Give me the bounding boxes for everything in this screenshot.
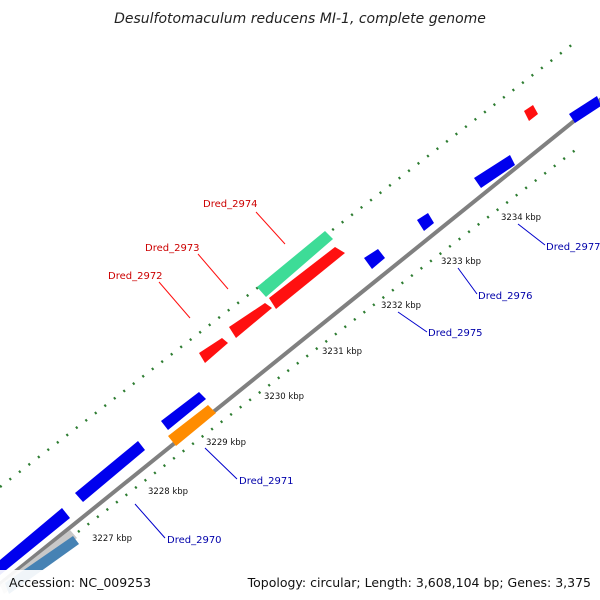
gene-red-right-feature[interactable] (524, 105, 538, 121)
gene-label-dred-2975[interactable]: Dred_2975 (428, 328, 483, 339)
gene-label-dred-2974[interactable]: Dred_2974 (203, 199, 258, 210)
leader-dred-2975 (397, 311, 428, 333)
kbp-label: 3228 kbp (148, 487, 188, 497)
gene-label-dred-2970[interactable]: Dred_2970 (167, 535, 222, 546)
highlight-teal-feature[interactable] (257, 231, 333, 297)
kbp-label: 3233 kbp (441, 257, 481, 267)
gene-dred-2973-feature[interactable] (229, 303, 272, 338)
gene-label-dred-2972[interactable]: Dred_2972 (108, 271, 163, 282)
genome-backbone (0, 97, 600, 587)
gene-dred-2975-feature[interactable] (364, 249, 385, 269)
kbp-label: 3227 kbp (92, 534, 132, 544)
outer-tick-track (0, 39, 579, 488)
leader-dred-2970 (134, 503, 166, 539)
gene-dred-2972-feature[interactable] (199, 338, 228, 363)
kbp-label: 3232 kbp (381, 301, 421, 311)
gene-label-dred-2971[interactable]: Dred_2971 (239, 476, 294, 487)
kbp-label: 3230 kbp (264, 392, 304, 402)
leader-dred-2976 (457, 267, 478, 295)
gene-label-dred-2973[interactable]: Dred_2973 (145, 243, 200, 254)
highlight-orange-feature[interactable] (168, 405, 216, 446)
gene-dred-2977-feature[interactable] (474, 155, 515, 188)
leader-dred-2977 (517, 223, 546, 246)
topology-text: Topology: circular; Length: 3,608,104 bp… (247, 575, 591, 590)
leader-dred-2973 (197, 253, 229, 290)
inner-tick-track (77, 147, 579, 533)
gene-dred-2974-feature[interactable] (269, 247, 345, 309)
gene-dred-2971-feature[interactable] (161, 392, 206, 430)
gene-dred-2976-feature[interactable] (417, 213, 434, 231)
footer-bar (0, 570, 600, 600)
gene-blue-right-feature[interactable] (569, 96, 600, 123)
gene-blue-bottom-left-feature[interactable] (0, 508, 70, 575)
leader-dred-2971 (204, 447, 238, 480)
gene-label-dred-2977[interactable]: Dred_2977 (546, 242, 600, 253)
gene-label-dred-2976[interactable]: Dred_2976 (478, 291, 533, 302)
kbp-label: 3234 kbp (501, 213, 541, 223)
gene-dred-2970-feature[interactable] (75, 441, 145, 502)
leader-dred-2972 (158, 281, 191, 319)
leader-dred-2974 (255, 211, 286, 245)
kbp-label: 3229 kbp (206, 438, 246, 448)
kbp-label: 3231 kbp (322, 347, 362, 357)
accession-text: Accession: NC_009253 (9, 575, 151, 590)
map-title: Desulfotomaculum reducens MI-1, complete… (114, 11, 486, 27)
